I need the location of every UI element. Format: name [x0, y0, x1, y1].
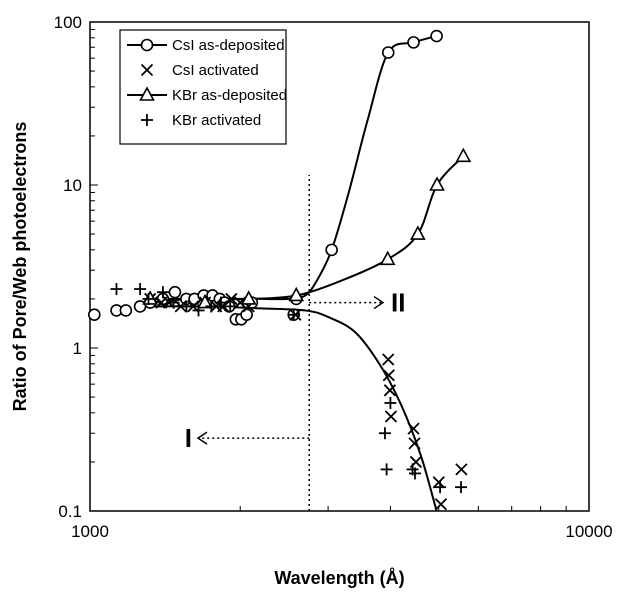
data-point-kbr-as-deposited — [410, 225, 426, 240]
axes: 1000 10000 0.1 1 10 100 — [54, 13, 613, 541]
data-point-csi-as-deposited — [240, 308, 253, 322]
x-ticks: 1000 10000 — [71, 503, 613, 541]
legend-marker-kbr-as-deposited — [139, 86, 155, 101]
legend-label-csi-activated: CsI activated — [172, 62, 259, 79]
data-point-kbr-activated — [192, 304, 205, 317]
data-point-kbr-activated — [205, 300, 218, 313]
data-point-kbr-activated — [224, 300, 237, 313]
data-point-csi-activated — [382, 353, 395, 366]
data-point-kbr-as-deposited — [288, 286, 305, 302]
data-point-kbr-activated — [378, 427, 391, 440]
data-point-kbr-as-deposited — [197, 293, 213, 309]
data-point-csi-activated — [455, 463, 468, 476]
markers — [87, 29, 472, 511]
legend-marker-kbr-activated — [141, 114, 153, 126]
plot-frame — [89, 21, 590, 512]
data-point-kbr-activated — [384, 396, 397, 409]
legend-label-csi-as-deposited: CsI as-deposited — [172, 37, 285, 54]
data-point-csi-as-deposited — [407, 36, 420, 49]
x-tick-label: 10000 — [565, 522, 612, 541]
data-point-csi-as-deposited — [168, 285, 182, 299]
x-tick-label: 1000 — [71, 522, 109, 541]
data-point-kbr-activated — [380, 463, 393, 476]
data-point-csi-as-deposited — [119, 304, 133, 317]
region-label-i: I — [185, 423, 192, 453]
annotations: III — [185, 175, 405, 511]
legend: CsI as-deposited CsI activated KBr as-depo… — [119, 29, 287, 145]
data-point-csi-activated — [432, 476, 445, 489]
data-point-csi-as-deposited — [87, 308, 101, 322]
data-point-kbr-as-deposited — [142, 290, 159, 305]
y-tick-label: 10 — [63, 176, 82, 195]
data-point-kbr-as-deposited — [429, 176, 445, 191]
data-point-kbr-activated — [142, 292, 155, 305]
data-point-csi-as-deposited — [430, 29, 443, 43]
series-curve-csi-activated — [150, 305, 438, 512]
arrowhead-left — [196, 431, 208, 445]
data-point-csi-activated — [382, 369, 395, 382]
legend-marker-csi-activated — [140, 63, 154, 77]
series-curve-kbr-as-deposited — [150, 155, 465, 301]
data-point-csi-as-deposited — [325, 243, 338, 257]
data-point-csi-activated — [384, 410, 398, 423]
legend-label-kbr-as-deposited: KBr as-deposited — [172, 87, 287, 104]
region-label-ii: II — [391, 288, 405, 318]
data-point-csi-activated — [434, 498, 448, 511]
data-point-kbr-activated — [434, 481, 447, 494]
data-point-kbr-activated — [180, 300, 193, 313]
data-point-kbr-as-deposited — [455, 147, 472, 163]
y-tick-label: 100 — [54, 13, 82, 32]
data-point-kbr-activated — [110, 283, 123, 296]
data-point-csi-activated — [234, 296, 247, 309]
data-point-csi-as-deposited — [381, 46, 395, 59]
y-tick-label: 1 — [73, 339, 82, 358]
y-tick-label: 0.1 — [58, 502, 82, 521]
data-point-csi-activated — [225, 292, 238, 306]
data-point-kbr-activated — [214, 296, 227, 309]
data-point-kbr-as-deposited — [240, 290, 257, 305]
data-point-csi-activated — [408, 437, 421, 450]
data-point-kbr-as-deposited — [379, 250, 396, 266]
data-point-kbr-activated — [408, 467, 421, 480]
data-point-kbr-activated — [287, 308, 300, 321]
arrowhead-right — [373, 295, 385, 310]
data-point-kbr-activated — [134, 283, 147, 296]
y-ticks: 0.1 1 10 100 — [54, 13, 98, 521]
data-point-csi-activated — [407, 422, 420, 435]
data-point-kbr-activated — [156, 286, 169, 299]
y-axis-title: Ratio of Pore/Web photoelectrons — [10, 122, 30, 412]
data-point-kbr-activated — [455, 481, 468, 494]
data-point-kbr-activated — [167, 296, 180, 309]
legend-label-kbr-activated: KBr activated — [172, 112, 261, 129]
data-point-csi-activated — [383, 384, 397, 397]
x-axis-title: Wavelength (Å) — [274, 568, 404, 588]
legend-marker-csi-as-deposited — [140, 38, 154, 52]
